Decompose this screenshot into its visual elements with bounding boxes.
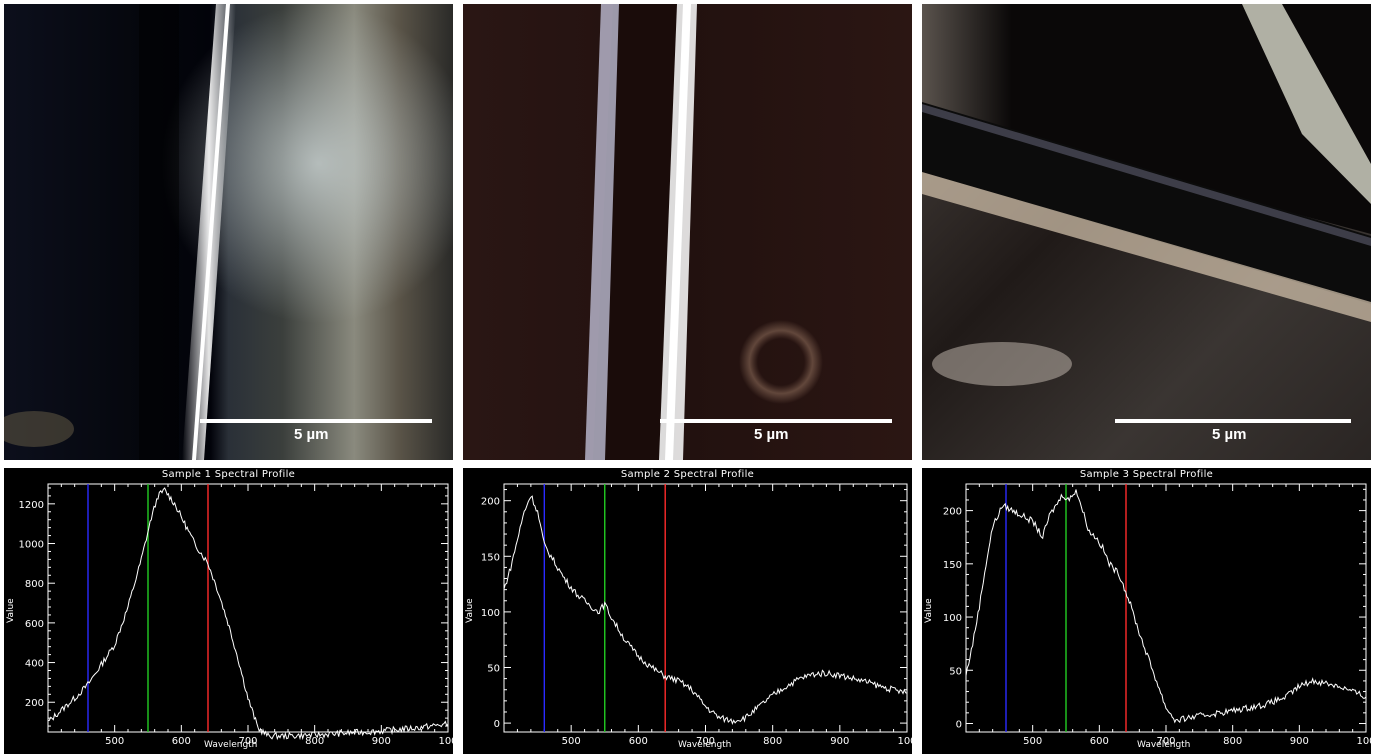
scale-bar-2 xyxy=(660,419,892,423)
spectral-series-line xyxy=(47,487,449,741)
micrograph-3: 5 µm xyxy=(922,4,1371,460)
x-tick-label: 900 xyxy=(830,736,849,747)
plot-frame xyxy=(47,483,449,733)
spectral-series-line xyxy=(503,495,908,725)
y-axis-label: Value xyxy=(6,598,16,623)
x-tick-label: 100 xyxy=(438,736,453,747)
y-tick-label: 50 xyxy=(949,666,962,677)
y-tick-label: 200 xyxy=(25,698,44,709)
micrograph-1: 5 µm xyxy=(4,4,453,460)
y-tick-label: 100 xyxy=(481,608,500,619)
micrograph-2: 5 µm xyxy=(463,4,912,460)
y-tick-label: 0 xyxy=(956,719,962,730)
spectral-plot-1: Sample 1 Spectral Profile 500 600 700 800 90… xyxy=(4,468,453,754)
chart-2-canvas: 500600700800900100050100150200 xyxy=(481,483,912,747)
y-tick-label: 50 xyxy=(487,663,500,674)
x-tick-label: 100 xyxy=(897,736,912,747)
y-axis-label: Value xyxy=(465,598,475,623)
spectral-series-line xyxy=(965,489,1367,724)
y-tick-label: 150 xyxy=(943,560,962,571)
y-tick-label: 0 xyxy=(494,719,500,730)
x-tick-label: 500 xyxy=(562,736,581,747)
y-tick-label: 1200 xyxy=(19,500,44,511)
chart-3-canvas: 500600700800900100050100150200 xyxy=(943,483,1371,747)
x-tick-label: 100 xyxy=(1356,736,1371,747)
x-axis-label: Wavelength xyxy=(204,740,258,750)
x-tick-label: 800 xyxy=(763,736,782,747)
x-tick-label: 700 xyxy=(1156,736,1175,747)
y-tick-label: 200 xyxy=(481,497,500,508)
x-tick-label: 700 xyxy=(696,736,715,747)
spectral-plot-3: Sample 3 Spectral Profile 500 600 700 800 90… xyxy=(922,468,1371,754)
x-tick-label: 900 xyxy=(1290,736,1309,747)
x-tick-label: 800 xyxy=(1223,736,1242,747)
micrograph-2-image xyxy=(463,4,912,460)
x-tick-label: 500 xyxy=(105,736,124,747)
x-tick-label: 500 xyxy=(1023,736,1042,747)
x-tick-label: 800 xyxy=(305,736,324,747)
plot-frame xyxy=(965,483,1367,733)
y-tick-label: 150 xyxy=(481,552,500,563)
micrograph-1-image xyxy=(4,4,453,460)
y-tick-label: 800 xyxy=(25,579,44,590)
x-tick-label: 600 xyxy=(629,736,648,747)
chart-title: Sample 1 Spectral Profile xyxy=(161,469,296,480)
x-axis-label: Wavelength xyxy=(678,740,732,750)
scale-bar-1 xyxy=(200,419,432,423)
x-axis-label: Wavelength xyxy=(1137,740,1191,750)
scale-bar-3 xyxy=(1115,419,1351,423)
scale-bar-label: 5 µm xyxy=(754,426,789,443)
x-tick-label: 600 xyxy=(1090,736,1109,747)
y-tick-label: 100 xyxy=(943,613,962,624)
x-tick-label: 900 xyxy=(372,736,391,747)
chart-title: Sample 3 Spectral Profile xyxy=(1079,469,1214,480)
x-tick-label: 600 xyxy=(172,736,191,747)
chart-title: Sample 2 Spectral Profile xyxy=(620,469,755,480)
y-tick-label: 600 xyxy=(25,619,44,630)
y-tick-label: 200 xyxy=(943,507,962,518)
chart-1-canvas: 500 600 700 800 900 100 200 400 600 800 1000 1200 xyxy=(19,483,453,747)
spectral-plot-2: Sample 2 Spectral Profile 500 600 700 800 90… xyxy=(463,468,912,754)
plot-frame xyxy=(503,483,908,733)
y-tick-label: 1000 xyxy=(19,540,44,551)
y-tick-label: 400 xyxy=(25,659,44,670)
y-axis-label: Value xyxy=(924,598,934,623)
x-tick-label: 700 xyxy=(238,736,257,747)
scale-bar-label: 5 µm xyxy=(294,426,329,443)
scale-bar-label: 5 µm xyxy=(1212,426,1247,443)
micrograph-3-image xyxy=(922,4,1371,460)
